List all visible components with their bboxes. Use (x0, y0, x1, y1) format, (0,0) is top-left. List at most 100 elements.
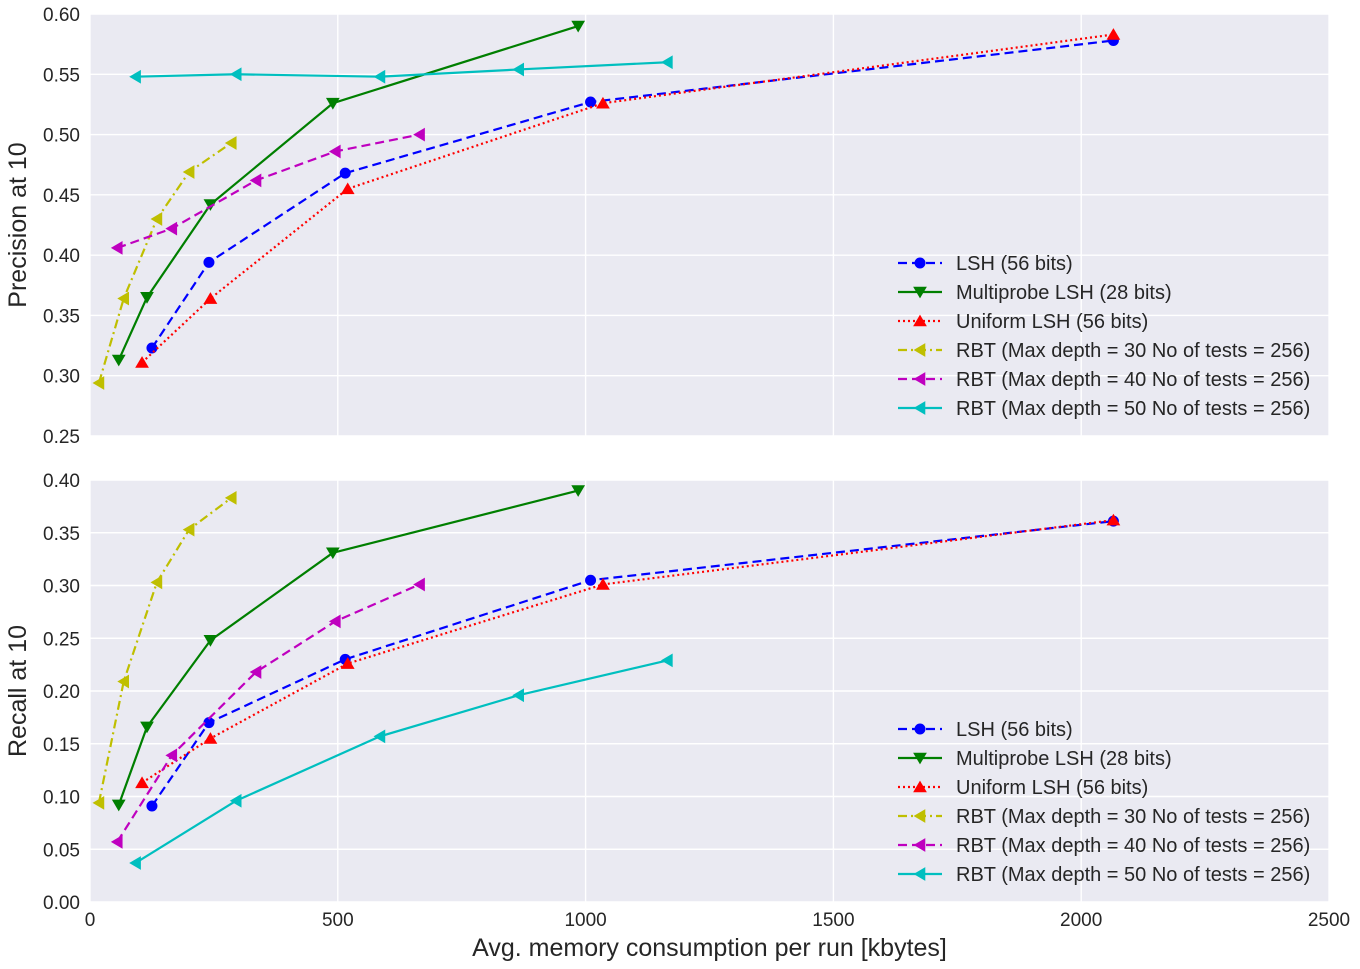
recall-series-1-point (585, 574, 597, 586)
precision-y-tick-label: 0.35 (43, 306, 80, 327)
precision-series-2-point (325, 97, 340, 110)
precision-series-2-point (571, 20, 586, 33)
precision-legend-marker-5 (913, 372, 926, 386)
precision-series-6-point (373, 69, 386, 84)
recall-series-5-point (249, 665, 262, 679)
recall-series-6-point (512, 688, 524, 703)
precision-series-5-point (413, 127, 425, 142)
precision-series-5-point (249, 173, 262, 188)
precision-series-4-point (224, 136, 237, 150)
x-tick-label: 2000 (1060, 910, 1102, 931)
precision-series-6-point (229, 67, 242, 82)
precision-legend-label-3: Uniform LSH (56 bits) (956, 311, 1148, 333)
recall-legend-marker-6 (913, 867, 926, 881)
precision-y-tick-label: 0.25 (43, 427, 80, 448)
recall-y-tick-label: 0.10 (43, 788, 80, 809)
precision-series-4-point (150, 212, 163, 226)
recall-y-tick-label: 0.20 (43, 682, 80, 703)
precision-series-4-point (182, 165, 195, 179)
recall-y-tick-label: 0.05 (43, 840, 80, 861)
recall-series-3-point (596, 578, 610, 590)
precision-legend-label-2: Multiprobe LSH (28 bits) (956, 282, 1172, 304)
recall-series-1-point (146, 800, 158, 812)
x-tick-label: 1500 (812, 910, 854, 931)
recall-series-line-3 (141, 518, 1114, 784)
precision-y-tick-label: 0.30 (43, 367, 80, 388)
precision-legend-label-1: LSH (56 bits) (956, 253, 1073, 275)
precision-series-3-point (203, 292, 218, 304)
precision-series-3-point (596, 96, 610, 109)
recall-legend-marker-2 (913, 752, 927, 765)
precision-series-3-point (135, 356, 149, 368)
recall-legend-label-3: Uniform LSH (56 bits) (956, 777, 1148, 799)
precision-legend-label-4: RBT (Max depth = 30 No of tests = 256) (956, 340, 1310, 362)
recall-series-3-point (340, 657, 355, 669)
recall-series-4-point (92, 795, 105, 810)
precision-series-6-point (129, 69, 141, 84)
recall-legend-label-5: RBT (Max depth = 40 No of tests = 256) (956, 835, 1310, 857)
precision-y-tick-label: 0.40 (43, 246, 80, 267)
x-axis-title: Avg. memory consumption per run [kbytes] (472, 934, 947, 962)
precision-series-2-point (111, 354, 126, 367)
recall-y-tick-label: 0.35 (43, 524, 80, 545)
x-tick-label: 500 (322, 910, 354, 931)
recall-y-tick-label: 0.40 (43, 471, 80, 492)
recall-series-6-point (229, 793, 242, 808)
recall-legend-marker-1 (914, 723, 926, 735)
precision-series-1-point (146, 342, 158, 354)
precision-series-5-point (328, 144, 341, 159)
recall-series-4-point (182, 522, 195, 537)
precision-y-tick-label: 0.50 (43, 126, 80, 147)
recall-y-axis-title: Recall at 10 (4, 625, 32, 757)
precision-legend-marker-4 (913, 343, 926, 357)
recall-series-4-point (150, 575, 163, 590)
recall-panel: 0 500 1000 1500 2000 2500 0.00 0.05 0.10 0.15 0.20… (4, 471, 1350, 931)
recall-legend-label-6: RBT (Max depth = 50 No of tests = 256) (956, 864, 1310, 886)
recall-series-2-point (325, 547, 340, 560)
recall-y-tick-label: 0.25 (43, 629, 80, 650)
recall-legend-label-2: Multiprobe LSH (28 bits) (956, 748, 1172, 770)
recall-series-4-point (117, 674, 130, 689)
precision-series-6-point (512, 62, 524, 77)
precision-legend-label-6: RBT (Max depth = 50 No of tests = 256) (956, 398, 1310, 420)
precision-y-axis-title: Precision at 10 (4, 142, 32, 307)
recall-y-tick-label: 0.30 (43, 577, 80, 598)
recall-series-3-point (203, 732, 218, 744)
precision-series-1-point (339, 167, 351, 179)
precision-legend-marker-3 (913, 314, 927, 327)
recall-series-3-point (135, 776, 149, 789)
recall-legend-label-1: LSH (56 bits) (956, 719, 1073, 741)
precision-series-3-point (1106, 28, 1121, 40)
recall-series-5-point (110, 834, 123, 849)
precision-series-6-point (660, 55, 673, 70)
recall-y-tick-label: 0.00 (43, 893, 80, 914)
precision-y-tick-label: 0.55 (43, 65, 80, 86)
precision-series-3-point (340, 182, 355, 195)
recall-legend-marker-3 (913, 780, 927, 793)
precision-series-line-3 (141, 33, 1114, 364)
precision-legend-marker-1 (914, 257, 926, 269)
precision-series-4-point (92, 376, 105, 390)
recall-series-2-point (140, 721, 154, 734)
recall-series-6-point (660, 653, 673, 668)
precision-legend-marker-6 (913, 401, 926, 415)
precision-legend-label-5: RBT (Max depth = 40 No of tests = 256) (956, 369, 1310, 391)
precision-series-5-point (110, 241, 123, 255)
recall-legend-marker-5 (913, 838, 926, 852)
recall-series-5-point (413, 577, 425, 592)
x-tick-label: 2500 (1308, 910, 1350, 931)
recall-series-2-point (571, 485, 586, 497)
recall-series-5-point (165, 748, 178, 763)
recall-legend-marker-4 (913, 809, 926, 823)
recall-series-2-point (111, 799, 126, 812)
precision-series-4-point (117, 291, 130, 306)
x-tick-label: 1000 (564, 910, 606, 931)
precision-y-tick-label: 0.45 (43, 186, 80, 207)
recall-y-tick-label: 0.15 (43, 735, 80, 756)
precision-y-tick-label: 0.60 (43, 5, 80, 26)
recall-series-6-point (373, 729, 386, 744)
x-tick-label: 0 (85, 910, 96, 931)
precision-panel: 0.25 0.30 0.35 0.40 0.45 0.50 0.55 0.60 Precisio… (4, 5, 1330, 448)
recall-series-5-point (328, 614, 341, 629)
